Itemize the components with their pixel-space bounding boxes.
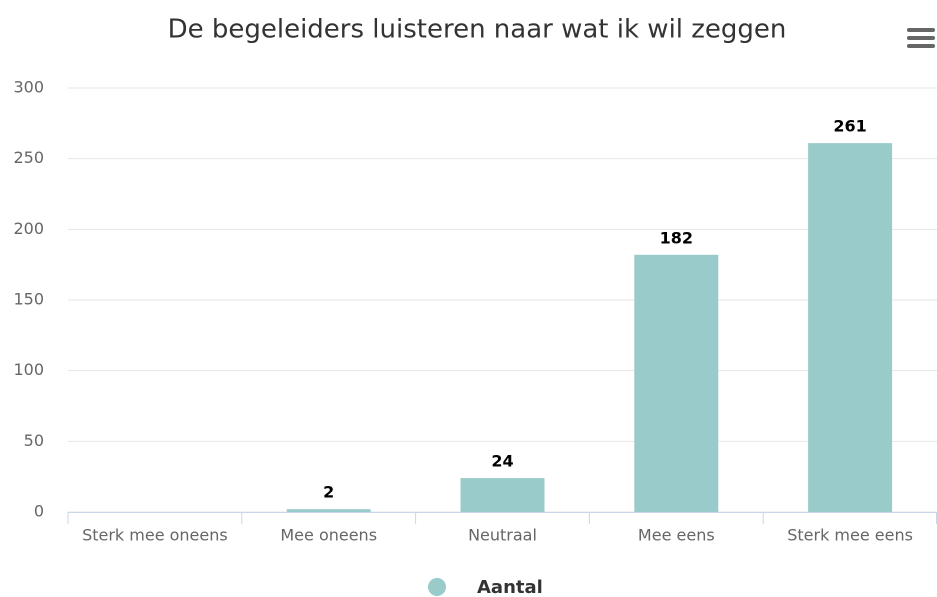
- chart-title: De begeleiders luisteren naar wat ik wil…: [168, 15, 787, 45]
- x-tick-label: Mee eens: [638, 526, 715, 545]
- menu-bar: [907, 28, 935, 32]
- x-tick-label: Sterk mee oneens: [82, 526, 228, 545]
- x-tick-label: Neutraal: [468, 526, 537, 545]
- y-tick-label: 100: [13, 360, 44, 379]
- bar: [460, 478, 545, 512]
- data-label: 261: [833, 117, 866, 136]
- data-label: 182: [660, 228, 693, 247]
- x-tick-label: Mee oneens: [280, 526, 377, 545]
- y-tick-label: 300: [13, 78, 44, 97]
- bar: [286, 509, 371, 512]
- y-tick-label: 200: [13, 219, 44, 238]
- menu-button[interactable]: [907, 28, 935, 48]
- legend-marker: [428, 578, 446, 596]
- y-tick-label: 150: [13, 290, 44, 309]
- data-label: 2: [323, 483, 334, 502]
- data-label: 24: [491, 452, 513, 471]
- menu-bar: [907, 36, 935, 40]
- x-tick-label: Sterk mee eens: [787, 526, 913, 545]
- menu-bar: [907, 44, 935, 48]
- legend-label: Aantal: [477, 577, 543, 597]
- bar: [808, 143, 893, 512]
- y-tick-label: 250: [13, 148, 44, 167]
- bar: [634, 254, 719, 513]
- y-tick-label: 50: [24, 431, 44, 450]
- y-tick-label: 0: [34, 502, 44, 521]
